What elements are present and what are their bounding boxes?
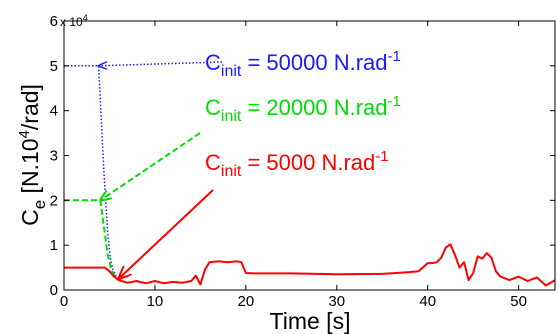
- y-axis-label-unit: [N.10: [17, 138, 43, 199]
- annotation-arrow-blue: [99, 61, 223, 66]
- y-tick-label: 6: [50, 13, 58, 30]
- annotation-green-prefix: C: [205, 95, 221, 120]
- series-line-0: [64, 65, 120, 279]
- y-tick-label: 4: [50, 103, 58, 120]
- x-tick-label: 10: [147, 293, 164, 310]
- annotation-red-sup: -1: [375, 148, 388, 165]
- annotation-layer: Cinit = 50000 N.rad-1 Cinit = 20000 N.ra…: [99, 48, 401, 279]
- annotation-blue-prefix: C: [205, 50, 221, 75]
- y-tick-label: 5: [50, 58, 58, 75]
- y-tick-label: 3: [50, 148, 58, 165]
- annotation-red: Cinit = 5000 N.rad-1: [205, 148, 389, 180]
- x-tick-label: 20: [238, 293, 255, 310]
- y-axis-label-main: C: [17, 209, 43, 226]
- x-tick-label: 0: [60, 293, 68, 310]
- annotation-red-prefix: C: [205, 150, 221, 175]
- x-axis-label: Time [s]: [270, 308, 351, 334]
- annotation-green-sup: -1: [388, 93, 401, 110]
- x-tick-label: 30: [328, 293, 345, 310]
- y-tick-label: 2: [50, 192, 58, 209]
- y-axis-label: Ce [N.104/rad]: [16, 84, 49, 226]
- annotation-green-body: = 20000 N.rad: [241, 95, 387, 120]
- y-tick-label: 1: [50, 237, 58, 254]
- annotation-red-sub: init: [221, 163, 242, 180]
- ticks: 0 10 20 30 40 50 0 1 2 3 4 5 6: [50, 13, 555, 310]
- annotation-red-body: = 5000 N.rad: [241, 150, 375, 175]
- annotation-green-sub: init: [221, 108, 242, 125]
- y-exponent-label: x 104: [60, 13, 88, 29]
- x-tick-label: 40: [419, 293, 436, 310]
- annotation-blue-body: = 50000 N.rad: [241, 50, 387, 75]
- annotation-green: Cinit = 20000 N.rad-1: [205, 93, 401, 125]
- x-tick-label: 50: [510, 293, 527, 310]
- y-exponent-power: 4: [83, 13, 88, 23]
- annotation-arrow-red: [119, 189, 214, 279]
- y-axis-label-sub: e: [30, 200, 49, 209]
- annotation-blue: Cinit = 50000 N.rad-1: [205, 48, 401, 80]
- annotation-blue-sub: init: [221, 63, 242, 80]
- y-axis-label-unit-post: /rad]: [17, 84, 43, 130]
- annotation-arrow-green: [100, 132, 201, 200]
- y-tick-label: 0: [50, 282, 58, 299]
- series-line-2: [64, 243, 556, 287]
- y-axis-label-unit-sup: 4: [16, 130, 33, 138]
- y-exponent-base: x 10: [60, 15, 83, 29]
- annotation-blue-sup: -1: [388, 48, 401, 65]
